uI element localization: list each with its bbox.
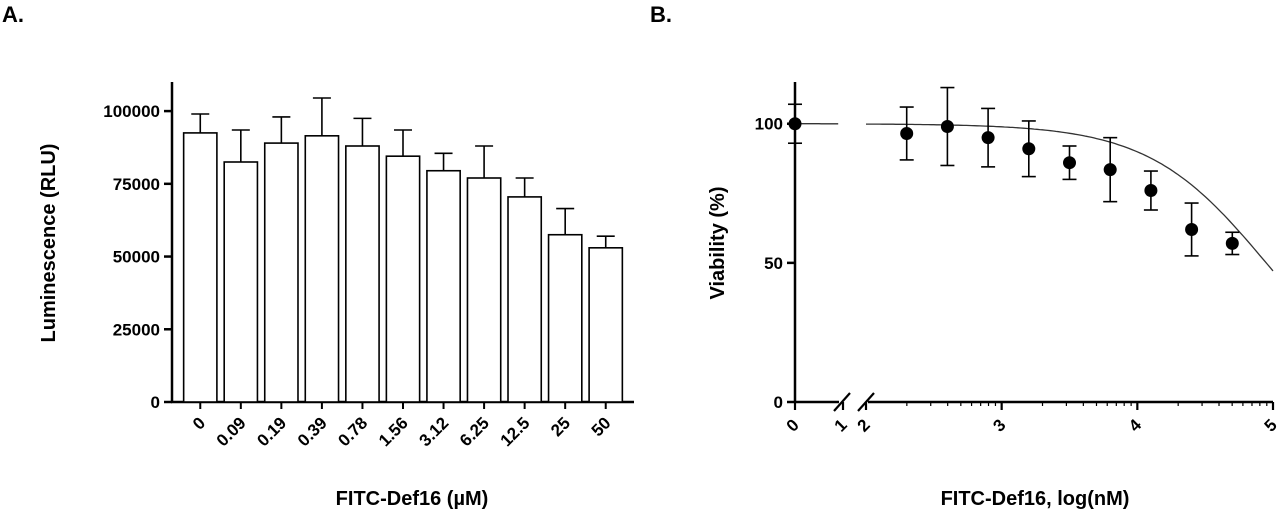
y-tick-label-a: 50000 bbox=[113, 248, 160, 267]
x-tick-label-b: 0 bbox=[783, 415, 803, 435]
data-point bbox=[940, 120, 954, 134]
data-point bbox=[1063, 156, 1076, 170]
panel-label-b: B. bbox=[650, 2, 672, 27]
y-tick-label-a: 25000 bbox=[113, 320, 160, 339]
x-tick-label-a: 0.78 bbox=[334, 413, 371, 450]
x-tick-label-a: 0.09 bbox=[213, 413, 250, 450]
x-tick-label-a: 0.39 bbox=[294, 413, 331, 450]
y-tick-label-a: 0 bbox=[151, 393, 160, 412]
bar bbox=[507, 196, 543, 403]
data-point bbox=[1022, 142, 1036, 156]
bar bbox=[588, 247, 624, 403]
x-tick-label-a: 25 bbox=[547, 413, 574, 440]
x-tick-label-a: 12.5 bbox=[497, 413, 534, 450]
x-tick-label-a: 1.56 bbox=[375, 413, 412, 450]
y-axis-title-a: Luminescence (RLU) bbox=[38, 144, 60, 343]
bar bbox=[426, 169, 461, 403]
data-point bbox=[1103, 163, 1117, 177]
x-axis-title-a: FITC-Def16 (µM) bbox=[336, 488, 489, 510]
bar bbox=[182, 132, 218, 403]
x-tick-label-a: 0.19 bbox=[253, 413, 290, 450]
bar bbox=[385, 155, 421, 403]
bar bbox=[466, 177, 502, 403]
x-tick-label-a: 6.25 bbox=[456, 413, 493, 450]
x-tick-label-b: 5 bbox=[1261, 415, 1280, 435]
x-tick-label-b: 2 bbox=[854, 415, 874, 435]
data-point bbox=[1225, 236, 1239, 250]
bar bbox=[304, 135, 340, 403]
bar bbox=[547, 233, 583, 403]
bar bbox=[223, 161, 259, 403]
x-tick-label-b: 4 bbox=[1125, 415, 1146, 436]
x-tick-label-a: 3.12 bbox=[416, 413, 453, 450]
data-point bbox=[1185, 222, 1199, 236]
y-tick-label-b: 50 bbox=[764, 254, 783, 273]
x-tick-label-a: 0 bbox=[189, 413, 209, 433]
y-tick-label-b: 0 bbox=[774, 393, 783, 412]
x-tick-label-a: 50 bbox=[588, 413, 615, 440]
panel-label-a: A. bbox=[2, 2, 24, 27]
bar bbox=[263, 142, 299, 403]
scatter-chart-panel: 0 50 100 0 1 2 3 4 5 bbox=[755, 82, 1280, 436]
bar bbox=[345, 145, 380, 403]
y-tick-label-a: 75000 bbox=[113, 175, 160, 194]
y-axis-title-b: Viability (%) bbox=[707, 187, 729, 300]
data-point bbox=[981, 131, 995, 145]
y-tick-label-a: 100000 bbox=[103, 102, 160, 121]
data-point bbox=[788, 117, 802, 131]
y-tick-label-b: 100 bbox=[755, 115, 783, 134]
x-tick-label-b: 1 bbox=[831, 415, 851, 435]
fit-curve-right bbox=[866, 123, 1274, 272]
data-point bbox=[1144, 184, 1158, 198]
x-axis-title-b: FITC-Def16, log(nM) bbox=[941, 488, 1130, 510]
data-point bbox=[900, 126, 914, 140]
x-tick-label-b: 3 bbox=[989, 415, 1009, 435]
